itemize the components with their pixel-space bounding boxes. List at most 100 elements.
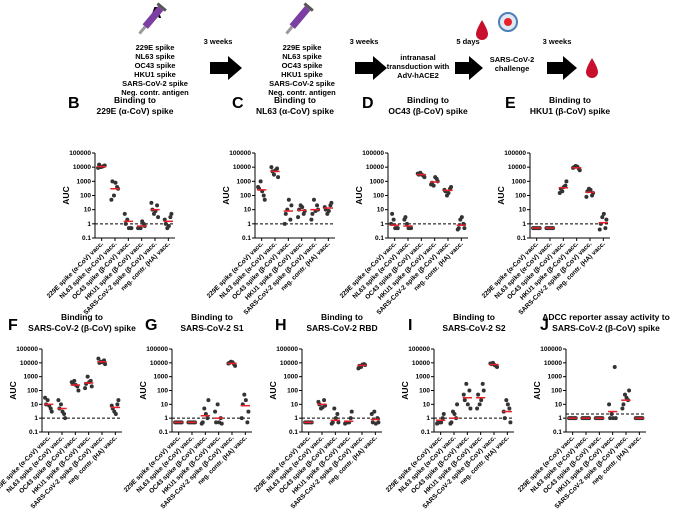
data-point (391, 217, 396, 222)
panel-label: H (275, 317, 287, 334)
y-tick-label: 0.1 (29, 429, 38, 436)
data-point (316, 399, 321, 404)
data-point (311, 197, 316, 202)
y-tick-label: 100 (287, 388, 298, 395)
data-point (452, 412, 457, 417)
y-tick-label: 100000 (146, 346, 168, 353)
chart-title: SARS-CoV-2 RBD (306, 323, 377, 333)
y-tick-label: 1000 (24, 374, 39, 381)
data-point (243, 398, 248, 403)
panel-label: J (540, 317, 549, 334)
data-point (69, 380, 74, 385)
y-tick-label: 1000 (284, 374, 299, 381)
data-point (504, 398, 509, 403)
y-axis-label: AUC (354, 186, 364, 204)
data-point (603, 226, 608, 231)
panel-label: E (505, 95, 516, 112)
protocol-text: Neg. contr. antigen (268, 88, 336, 97)
y-tick-label: 100000 (16, 346, 38, 353)
y-tick-label: 10000 (412, 360, 430, 367)
y-axis-label: AUC (532, 381, 542, 399)
data-point (335, 412, 340, 417)
data-point (89, 384, 94, 389)
data-point (577, 168, 582, 173)
y-tick-label: 100000 (362, 150, 384, 157)
data-point (475, 406, 480, 411)
y-tick-label: 100000 (540, 346, 562, 353)
data-point (600, 215, 605, 220)
data-point (597, 227, 602, 232)
data-point (390, 211, 395, 216)
data-point (58, 402, 63, 407)
data-point (402, 217, 407, 222)
y-tick-label: 10 (291, 401, 299, 408)
data-point (393, 226, 398, 231)
arrow (210, 56, 242, 80)
data-point (464, 381, 469, 386)
y-tick-label: 100 (373, 193, 384, 200)
y-tick-label: 100000 (69, 150, 91, 157)
y-tick-label: 0.1 (159, 429, 168, 436)
chart-title: Binding to (274, 95, 316, 105)
protocol-text: Neg. contr. antigen (121, 88, 189, 97)
chart-title: Binding to (321, 312, 363, 322)
y-tick-label: 100000 (504, 150, 526, 157)
data-point (83, 386, 88, 391)
data-point (310, 211, 315, 216)
data-point (206, 398, 211, 403)
data-point (429, 182, 434, 187)
data-point (465, 402, 470, 407)
panel-label: F (8, 317, 18, 334)
data-point (343, 421, 348, 426)
y-tick-label: 10 (519, 207, 527, 214)
data-point (507, 406, 512, 411)
y-tick-label: 1000 (370, 178, 385, 185)
data-point (256, 184, 261, 189)
virus-core (504, 18, 512, 26)
data-point (604, 217, 609, 222)
data-point (336, 420, 341, 425)
chart-title: SARS-CoV-2 (β-CoV) spike (552, 323, 660, 333)
y-tick-label: 1 (34, 415, 38, 422)
data-point (455, 402, 460, 407)
data-point (261, 193, 266, 198)
chart-title: Binding to (453, 312, 495, 322)
y-tick-label: 1000 (237, 178, 252, 185)
protocol-text: HKU1 spike (281, 70, 323, 79)
data-point (156, 215, 161, 220)
data-point (56, 398, 61, 403)
y-axis-label: AUC (268, 381, 278, 399)
y-tick-label: 10 (244, 207, 252, 214)
y-tick-label: 100 (240, 193, 251, 200)
y-tick-label: 10 (31, 401, 39, 408)
data-point (620, 406, 625, 411)
data-point (607, 402, 612, 407)
y-tick-label: 1000 (512, 178, 527, 185)
y-axis-label: AUC (138, 381, 148, 399)
data-point (455, 227, 460, 232)
protocol-text: SARS-CoV-2 (490, 55, 535, 64)
data-point (202, 406, 207, 411)
data-point (462, 398, 467, 403)
data-point (468, 406, 473, 411)
y-tick-label: 0.1 (421, 429, 430, 436)
y-axis-label: AUC (400, 381, 410, 399)
data-point (461, 392, 466, 397)
data-point (370, 420, 375, 425)
y-tick-label: 0.1 (553, 429, 562, 436)
interval: 5 days (456, 37, 479, 46)
chart-title: Binding to (191, 312, 233, 322)
data-point (262, 197, 267, 202)
data-point (113, 412, 118, 417)
y-tick-label: 10000 (544, 360, 562, 367)
interval: 3 weeks (204, 37, 233, 46)
data-point (43, 395, 48, 400)
data-point (76, 388, 81, 393)
y-tick-label: 1000 (77, 178, 92, 185)
data-point (199, 421, 204, 426)
data-point (168, 215, 173, 220)
y-tick-label: 1 (558, 415, 562, 422)
